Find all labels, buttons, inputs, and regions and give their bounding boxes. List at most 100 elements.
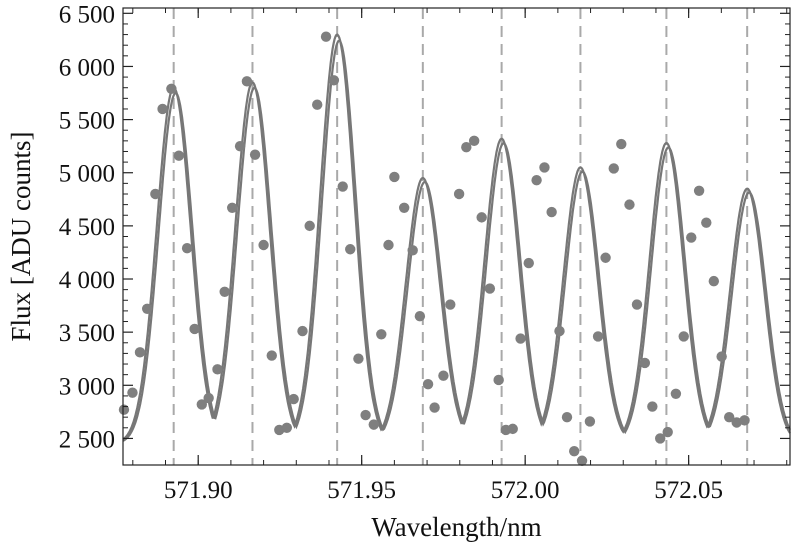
- data-point: [654, 433, 666, 444]
- data-point: [453, 188, 465, 200]
- data-point: [360, 409, 371, 421]
- data-point: [196, 399, 207, 410]
- data-point: [266, 350, 277, 361]
- data-point: [320, 31, 332, 42]
- data-point: [376, 329, 387, 340]
- data-point: [166, 83, 177, 94]
- data-point: [127, 387, 138, 398]
- peak-marker-layer: [172, 8, 749, 465]
- data-point: [227, 202, 238, 214]
- data-point: [531, 174, 542, 186]
- axis-ticks-layer: 571.90 571.95 572.00 572.05 2 500 3 000 3 500 4…: [59, 1, 790, 504]
- data-point: [515, 333, 526, 344]
- data-point: [445, 299, 456, 310]
- data-point: [624, 199, 635, 210]
- data-point: [389, 171, 400, 183]
- data-point: [739, 415, 750, 426]
- data-point: [686, 232, 697, 243]
- data-point: [701, 217, 712, 228]
- y-tick-label: 3 500: [59, 320, 115, 347]
- data-point: [584, 416, 596, 427]
- data-point: [249, 149, 261, 160]
- data-point: [297, 325, 308, 337]
- data-point: [328, 75, 340, 86]
- data-point: [569, 445, 580, 457]
- data-point: [241, 76, 253, 87]
- data-point: [429, 402, 440, 413]
- data-point: [398, 202, 410, 214]
- x-tick-label: 571.95: [327, 477, 396, 504]
- data-point: [438, 370, 449, 381]
- data-point: [134, 347, 146, 358]
- data-point: [493, 374, 504, 386]
- data-point: [678, 331, 689, 342]
- data-point: [288, 393, 299, 405]
- fit-curve-layer: [122, 33, 791, 442]
- y-tick-label: 3 000: [59, 373, 115, 400]
- data-point: [141, 303, 153, 314]
- data-point: [157, 103, 168, 115]
- data-point: [546, 206, 557, 218]
- y-tick-label: 6 000: [59, 54, 115, 81]
- y-tick-label: 6 500: [59, 1, 115, 28]
- x-tick-label: 572.00: [491, 477, 560, 504]
- data-point: [414, 311, 426, 322]
- data-point: [608, 163, 619, 174]
- data-point: [468, 135, 480, 147]
- data-point: [631, 299, 643, 310]
- data-point: [693, 185, 705, 196]
- data-point: [507, 423, 518, 435]
- data-point: [258, 239, 269, 251]
- data-point: [212, 364, 223, 375]
- data-point: [708, 275, 720, 287]
- x-tick-label: 572.05: [654, 477, 723, 504]
- x-tick-label: 571.90: [164, 477, 233, 504]
- data-point: [181, 242, 193, 254]
- data-point: [281, 422, 293, 434]
- fit-curve: [122, 33, 791, 441]
- data-point: [422, 379, 434, 390]
- y-tick-label: 4 000: [59, 267, 115, 294]
- data-point: [554, 325, 565, 337]
- data-point: [476, 212, 487, 223]
- y-tick-label: 5 500: [59, 108, 115, 135]
- data-point: [353, 353, 364, 364]
- data-point: [368, 419, 379, 430]
- data-point: [383, 239, 394, 251]
- data-point: [312, 99, 323, 110]
- data-point: [523, 257, 534, 269]
- data-point: [576, 455, 588, 466]
- data-point: [219, 286, 230, 297]
- data-point: [150, 188, 161, 200]
- data-point: [647, 401, 658, 412]
- data-point: [461, 142, 472, 153]
- y-axis-title: Flux [ADU counts]: [6, 132, 36, 342]
- data-point: [600, 252, 611, 263]
- data-point: [561, 411, 573, 423]
- data-point: [203, 392, 214, 404]
- data-point: [337, 181, 348, 192]
- y-tick-label: 5 000: [59, 161, 115, 188]
- data-point: [539, 162, 550, 173]
- data-point: [484, 283, 496, 294]
- data-point: [616, 138, 627, 150]
- y-tick-label: 2 500: [59, 426, 115, 453]
- data-point: [234, 140, 246, 152]
- data-point: [639, 357, 651, 369]
- data-point: [173, 150, 185, 161]
- data-point: [723, 411, 735, 423]
- data-point: [304, 220, 315, 232]
- x-axis-title: Wavelength/nm: [371, 512, 541, 542]
- data-point: [345, 244, 356, 255]
- data-points-layer: [118, 31, 750, 466]
- data-point: [189, 323, 200, 335]
- data-point: [662, 426, 673, 438]
- y-tick-label: 4 500: [59, 214, 115, 241]
- data-point: [670, 388, 682, 399]
- data-point: [731, 417, 742, 428]
- fit-curve: [122, 39, 791, 442]
- data-point: [716, 351, 727, 362]
- data-point: [592, 331, 604, 342]
